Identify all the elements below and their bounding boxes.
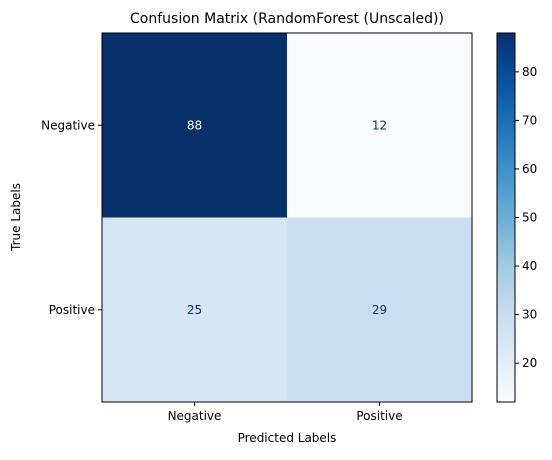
x-axis-label: Predicted Labels [238, 431, 337, 445]
colorbar [496, 32, 516, 403]
matrix-cells [102, 33, 472, 402]
colorbar-tick-label: 20 [522, 356, 537, 370]
cell-value-label: 12 [372, 118, 387, 132]
colorbar-tick-label: 40 [522, 259, 537, 273]
y-tick-label: Positive [49, 303, 95, 317]
y-axis-ticks: Negative Positive [41, 118, 102, 317]
colorbar-tick-label: 70 [522, 113, 537, 127]
plot-frame [101, 32, 473, 403]
cell-value-label: 25 [187, 303, 202, 317]
x-tick-label: Positive [356, 409, 402, 423]
matrix-cell [287, 217, 472, 402]
colorbar-tick-label: 50 [522, 211, 537, 225]
matrix-cell [102, 217, 287, 402]
colorbar-tick-label: 60 [522, 162, 537, 176]
x-axis-ticks: Negative Positive [168, 402, 403, 423]
matrix-cell [102, 33, 287, 218]
matrix-cell-labels: 88 12 25 29 [187, 118, 387, 317]
matrix-cell [287, 33, 472, 218]
x-tick-label: Negative [168, 409, 222, 423]
colorbar-ticks: 20 30 40 50 60 70 80 [515, 65, 537, 370]
cell-value-label: 88 [187, 118, 202, 132]
y-axis-label: True Labels [9, 183, 23, 252]
y-tick-label: Negative [41, 118, 95, 132]
chart-title: Confusion Matrix (RandomForest (Unscaled… [130, 11, 444, 27]
colorbar-tick-label: 30 [522, 308, 537, 322]
cell-value-label: 29 [372, 303, 387, 317]
colorbar-tick-label: 80 [522, 65, 537, 79]
